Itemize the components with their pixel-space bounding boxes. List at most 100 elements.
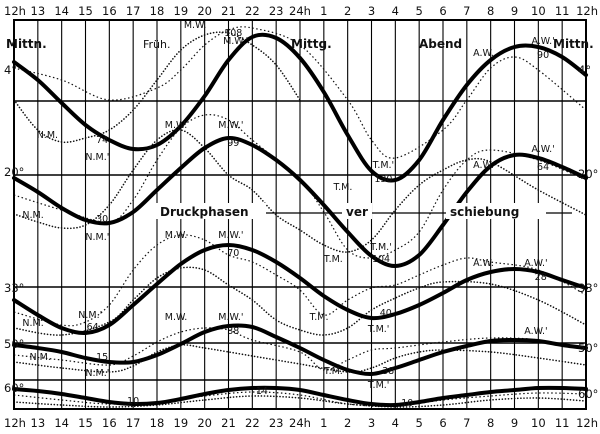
curve-label: A.W.' <box>524 258 547 269</box>
curve-label: M.W. <box>165 312 188 323</box>
period-label-evening: Abend <box>419 37 462 51</box>
hour-tick-label-bottom: 1 <box>320 416 327 430</box>
hour-tick-label-top: 17 <box>126 4 141 18</box>
hour-tick-label-bottom: 12h <box>4 416 26 430</box>
curve-dotted-4° <box>13 31 301 144</box>
hour-tick-label-top: 9 <box>511 4 518 18</box>
curve-label: N.M.' <box>78 310 102 321</box>
hour-tick-label-bottom: 3 <box>368 416 375 430</box>
latitude-label-60: 60° <box>4 381 24 395</box>
curve-total-4° <box>12 32 588 183</box>
curve-label: A.W.' <box>531 36 554 47</box>
curve-label: M.W. <box>165 120 188 131</box>
latitude-label-60-right: 60° <box>578 387 598 401</box>
hour-tick-label-bottom: 11 <box>555 416 570 430</box>
shift-text-background <box>342 203 372 219</box>
curve-label: 40 <box>380 308 392 319</box>
curve-label: 104 <box>372 254 390 265</box>
hour-tick-label-top: 15 <box>78 4 93 18</box>
curve-label: T.M. <box>323 254 343 265</box>
curve-label: 64 <box>537 162 549 173</box>
curve-dotted-60° <box>13 395 587 408</box>
hour-tick-label-top: 10 <box>531 4 546 18</box>
shift-text-part-2: ver <box>346 205 368 219</box>
curve-total-33° <box>12 243 588 336</box>
curve-label: N.M.' <box>85 232 109 243</box>
curve-label: 99 <box>227 138 239 149</box>
hour-tick-label-top: 12h <box>576 4 598 18</box>
curve-label: T.M.' <box>367 324 390 335</box>
curves <box>12 26 588 408</box>
curve-label: M.W.' <box>218 120 243 131</box>
curve-label: 130 <box>374 174 392 185</box>
period-label-midnight-end: Mittn. <box>553 37 594 51</box>
hour-tick-label-bottom: 13 <box>31 416 46 430</box>
latitude-label-4-right: 4° <box>578 63 591 77</box>
latitude-label-20-right: 20° <box>578 167 598 181</box>
period-label-morning: Früh. <box>143 38 171 51</box>
hour-tick-label-top: 20 <box>197 4 212 18</box>
hour-tick-label-top: 6 <box>439 4 446 18</box>
hour-tick-label-bottom: 17 <box>126 416 141 430</box>
curve-label: A.W. <box>473 160 494 171</box>
hour-tick-label-bottom: 10 <box>531 416 546 430</box>
curve-label: M.W.' <box>218 312 243 323</box>
curve-label: M.W.' <box>218 230 243 241</box>
hour-tick-label-bottom: 21 <box>221 416 236 430</box>
latitude-label-50-right: 50° <box>578 341 598 355</box>
curve-label: T.M.' <box>369 242 392 253</box>
curve-label: 38 <box>382 366 394 377</box>
curve-label: 70 <box>227 248 239 259</box>
period-label-noon: Mittg. <box>291 37 332 51</box>
hour-tick-label-top: 5 <box>416 4 423 18</box>
hour-tick-label-top: 14 <box>54 4 69 18</box>
hour-tick-label-top: 1 <box>320 4 327 18</box>
curve-label: 10 <box>401 398 413 409</box>
hour-tick-label-top: 21 <box>221 4 236 18</box>
hour-tick-label-top: 19 <box>174 4 189 18</box>
curve-label: N.M. <box>22 318 43 329</box>
hour-tick-label-top: 12h <box>4 4 26 18</box>
curve-label: 74 <box>96 135 108 146</box>
hour-tick-label-top: 16 <box>102 4 117 18</box>
hour-tick-label-top: 13 <box>31 4 46 18</box>
latitude-label-33-right: 33° <box>578 281 598 295</box>
x-axis-bottom: 12h 13 14 15 16 17 18 19 20 21 22 23 24h 1 2 3 4 5 6 7 8 9 10 1… <box>4 416 598 430</box>
hour-tick-label-top: 23 <box>269 4 284 18</box>
curve-labels: N.M.N.M.'74M.W.M.W.'108T.M.T.M.'130A.W.A… <box>22 20 554 409</box>
latitude-label-33: 33° <box>4 281 24 295</box>
hour-tick-label-bottom: 9 <box>511 416 518 430</box>
hour-tick-label-bottom: 24h <box>289 416 311 430</box>
latitude-label-4: 4° <box>4 63 17 77</box>
curve-label: N.M. <box>37 130 58 141</box>
curve-label: T.M. <box>323 366 343 377</box>
hour-tick-label-bottom: 2 <box>344 416 351 430</box>
shift-text-part-3: schiebung <box>450 205 519 219</box>
hour-tick-label-bottom: 22 <box>245 416 260 430</box>
curve-label: T.M.' <box>367 380 390 391</box>
curve-label: 15 <box>96 352 108 363</box>
curve-label: 38 <box>227 326 239 337</box>
curve-label: A.W.' <box>524 326 547 337</box>
hour-tick-label-bottom: 6 <box>439 416 446 430</box>
hour-tick-label-bottom: 18 <box>150 416 165 430</box>
latitude-label-20: 20° <box>4 165 24 179</box>
curve-label: 10 <box>127 396 139 407</box>
curve-dotted-33° <box>13 266 587 336</box>
curve-label: N.M. <box>30 352 51 363</box>
chart-frame <box>13 19 587 410</box>
curve-dashed-20° <box>13 114 587 259</box>
latitude-label-50: 50° <box>4 337 24 351</box>
hour-tick-label-bottom: 7 <box>463 416 470 430</box>
hour-tick-label-top: 22 <box>245 4 260 18</box>
hour-tick-label-bottom: 8 <box>487 416 494 430</box>
curve-total-20° <box>12 135 588 268</box>
hour-tick-label-top: 11 <box>555 4 570 18</box>
hour-tick-label-top: 4 <box>392 4 399 18</box>
curve-label: M.W. <box>165 230 188 241</box>
curve-label: M.W.' <box>223 36 248 47</box>
curve-label: N.M.' <box>85 368 109 379</box>
curve-total-60° <box>12 385 588 408</box>
shift-text-background <box>446 203 546 219</box>
hour-tick-label-bottom: 16 <box>102 416 117 430</box>
